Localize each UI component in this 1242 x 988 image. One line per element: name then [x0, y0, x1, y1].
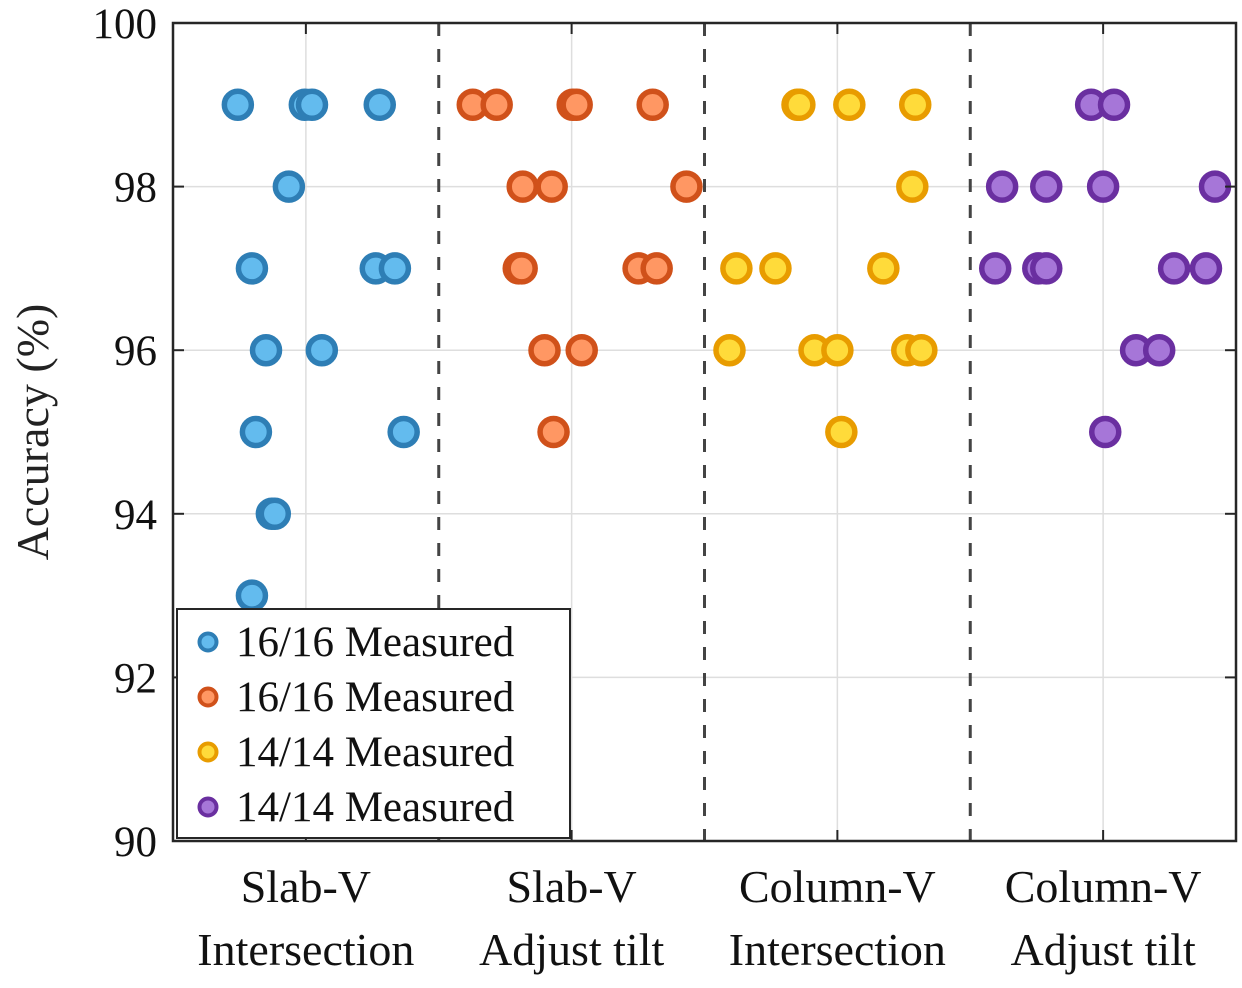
x-tick-label: Adjust tilt [1010, 924, 1196, 975]
data-point [235, 252, 269, 285]
data-point [896, 170, 929, 203]
data-point [239, 415, 273, 449]
data-point [378, 252, 412, 285]
y-tick-label: 92 [114, 655, 157, 702]
legend-marker [197, 796, 219, 818]
legend: 16/16 Measured 16/16 Measured 14/14 Measur… [176, 608, 571, 839]
legend-marker [197, 631, 219, 653]
data-point [1030, 170, 1063, 203]
data-point [1086, 170, 1120, 203]
data-point [1142, 333, 1176, 367]
x-tick-label: Adjust tilt [479, 924, 665, 975]
legend-label: 14/14 Measured [236, 784, 514, 831]
data-point [505, 252, 538, 285]
data-point [898, 88, 932, 122]
legend-marker [197, 741, 219, 763]
data-point [670, 170, 703, 203]
x-tick-label: Column-V [1005, 861, 1202, 912]
data-point [565, 333, 598, 367]
x-tick-label: Intersection [197, 924, 414, 975]
data-point [295, 88, 329, 122]
x-tick-labels: Slab-V Intersection Slab-V Adjust tilt Colum… [197, 861, 1201, 975]
data-point [821, 333, 854, 367]
data-point [506, 170, 539, 203]
data-point [833, 88, 866, 122]
data-point [825, 415, 858, 449]
data-point [480, 88, 513, 122]
legend-box [176, 608, 571, 839]
data-point [783, 88, 816, 122]
data-point [272, 170, 306, 203]
data-point [640, 252, 673, 285]
data-point [387, 415, 420, 449]
data-point [1198, 170, 1232, 203]
data-point [305, 333, 339, 367]
data-point [867, 252, 900, 285]
legend-marker [197, 686, 219, 708]
data-point [528, 333, 561, 367]
series-1 [221, 88, 420, 612]
x-tick-label: Column-V [739, 861, 936, 912]
data-point [905, 333, 938, 367]
data-point [1157, 252, 1191, 285]
axes [171, 21, 1238, 843]
y-tick-label: 96 [114, 328, 157, 375]
x-tick-label: Slab-V [241, 861, 371, 912]
data-point [1030, 252, 1063, 285]
data-point [249, 333, 283, 367]
y-tick-label: 100 [93, 1, 158, 48]
data-point [1097, 88, 1131, 122]
data-point [235, 579, 269, 612]
data-point [759, 252, 792, 285]
data-point [713, 333, 746, 367]
y-tick-labels: 90 92 94 96 98 100 [93, 1, 158, 866]
legend-label: 16/16 Measured [236, 674, 514, 721]
series-3 [713, 88, 938, 449]
data-point [363, 88, 397, 122]
data-point [1189, 252, 1223, 285]
data-point [535, 170, 568, 203]
series-2 [456, 88, 703, 449]
x-tick-label: Intersection [729, 924, 946, 975]
legend-label: 14/14 Measured [236, 729, 514, 776]
data-point [978, 252, 1012, 285]
data-point [221, 88, 255, 122]
y-tick-label: 94 [114, 492, 157, 539]
x-tick-label: Slab-V [506, 861, 636, 912]
legend-label: 16/16 Measured [236, 619, 514, 666]
data-point [258, 497, 292, 531]
series-4 [978, 88, 1232, 449]
data-point [537, 415, 570, 449]
plot-frame [171, 21, 1238, 843]
data-points [221, 88, 1232, 612]
data-point [636, 88, 669, 122]
data-point [560, 88, 593, 122]
data-point [985, 170, 1019, 203]
y-axis-title: Accuracy (%) [7, 304, 58, 561]
data-point [720, 252, 753, 285]
y-tick-label: 90 [114, 819, 157, 866]
data-point [1089, 415, 1122, 449]
y-tick-label: 98 [114, 165, 157, 212]
